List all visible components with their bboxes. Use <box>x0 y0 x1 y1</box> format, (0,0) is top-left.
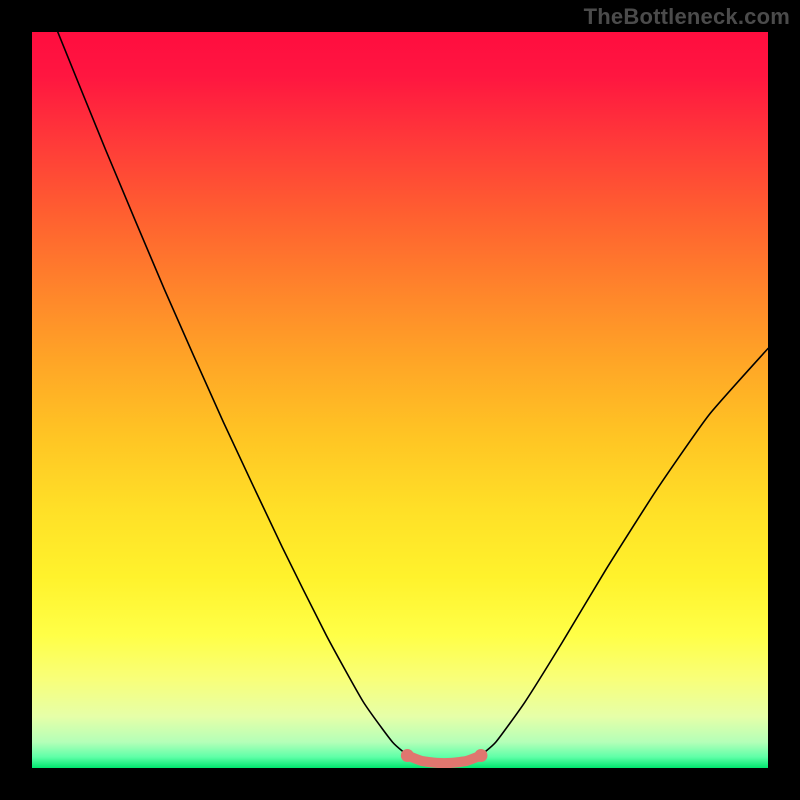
optimal-range-start-dot <box>401 749 414 762</box>
gradient-background <box>32 32 768 768</box>
optimal-range-end-dot <box>474 749 487 762</box>
bottleneck-curve-chart <box>32 32 768 768</box>
chart-container: TheBottleneck.com <box>0 0 800 800</box>
watermark-label: TheBottleneck.com <box>584 4 790 30</box>
